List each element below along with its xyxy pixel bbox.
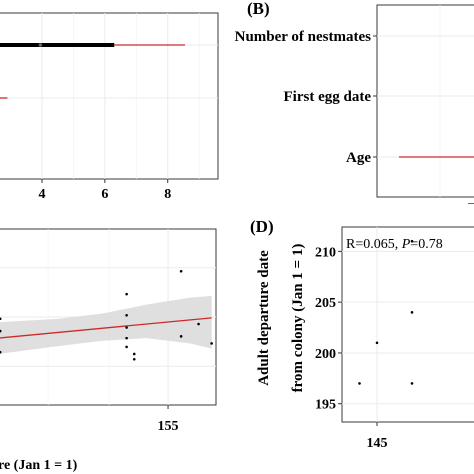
panel-d-point-4: [410, 239, 414, 243]
panel-a-frame: [0, 12, 219, 180]
panel-c-point-5: [125, 326, 128, 329]
panel-d-grid: [342, 227, 474, 422]
panel-d-y-tick-label-0: 195: [315, 398, 336, 413]
panel-c-point-7: [125, 345, 128, 349]
panel-d-annotation-r: R=0.065,: [346, 237, 402, 252]
panel-b-category-label-1: First egg date: [284, 89, 372, 105]
panel-d-x-tick-label-0: 145: [367, 436, 388, 451]
panel-c-point-1: [0, 329, 2, 333]
panel-d-point-3: [410, 382, 414, 385]
panel-d: (D) Adult departure date from colony (Ja…: [250, 217, 474, 451]
panel-a: 4 6 8: [0, 12, 219, 202]
panel-d-label: (D): [250, 217, 274, 236]
panel-c-point-3: [125, 292, 128, 296]
panel-c: 155 re (Jan 1 = 1): [0, 228, 217, 473]
panel-d-point-2: [410, 311, 414, 314]
panel-b-axis-fragment: –: [467, 195, 474, 209]
panel-c-points: [0, 269, 213, 361]
panel-c-x-axis-label: re (Jan 1 = 1): [0, 458, 78, 473]
panel-d-y-tick-label-3: 210: [315, 245, 336, 260]
panel-b-category-label-0: Number of nestmates: [235, 29, 372, 45]
panel-d-y-axis-label-line2: from colony (Jan 1 = 1): [290, 244, 306, 393]
panel-c-point-6: [125, 336, 128, 340]
panel-c-regression-line: [0, 317, 212, 339]
panel-d-y-tick-label-2: 205: [315, 296, 336, 311]
panel-c-x-tick-label-0: 155: [158, 419, 179, 434]
panel-d-points: [358, 239, 414, 385]
panel-a-x-tick-label-1: 6: [101, 187, 108, 202]
panel-b: (B) Number of nestmates First egg date Age…: [235, 0, 474, 209]
panel-a-x-ticks: 4 6 8: [39, 179, 171, 202]
panel-a-point-2: [38, 43, 43, 47]
panel-d-point-1: [375, 341, 379, 345]
panel-c-point-4: [125, 313, 128, 317]
panel-d-y-tick-label-1: 200: [315, 347, 336, 362]
panel-c-fit-line: [0, 317, 212, 339]
panel-d-y-ticks: 195 200 205 210: [315, 245, 342, 413]
panel-c-point-9: [132, 357, 136, 361]
panel-b-label: (B): [247, 0, 270, 18]
panel-c-point-11: [179, 335, 183, 338]
panel-c-point-13: [210, 342, 213, 345]
panel-d-x-ticks: 145: [367, 422, 388, 451]
panel-d-annotation-tail: =0.78: [410, 237, 442, 252]
panel-b-category-label-2: Age: [346, 150, 371, 166]
panel-c-point-0: [0, 317, 2, 321]
panel-d-y-axis-label-line1: Adult departure date: [256, 250, 272, 386]
panel-a-marks: [0, 43, 185, 99]
panel-c-band-area: [0, 295, 212, 354]
panel-d-point-0: [358, 382, 361, 385]
panel-c-point-12: [197, 322, 200, 326]
panel-c-point-2: [0, 350, 2, 354]
panel-d-annotation: R=0.065, P=0.78: [346, 237, 443, 252]
panel-a-x-tick-label-2: 8: [164, 187, 171, 202]
panel-d-annotation-p: P: [401, 237, 411, 252]
panel-d-frame: [341, 226, 474, 423]
panel-b-frame: [376, 4, 474, 198]
panel-b-categories: Number of nestmates First egg date Age: [235, 29, 377, 166]
panel-c-confidence-band: [0, 295, 212, 354]
panel-c-x-ticks: 155: [158, 405, 179, 434]
panel-c-point-10: [179, 269, 183, 273]
panel-c-point-8: [132, 352, 136, 356]
panel-a-x-tick-label-0: 4: [39, 187, 46, 202]
